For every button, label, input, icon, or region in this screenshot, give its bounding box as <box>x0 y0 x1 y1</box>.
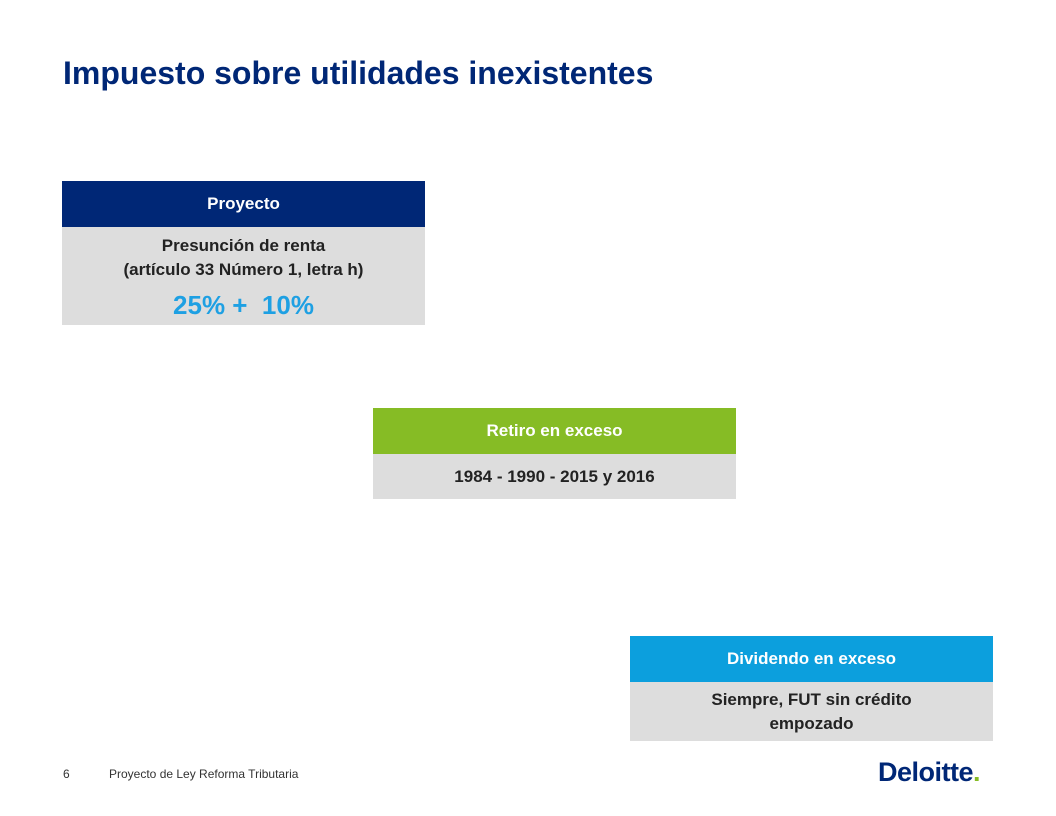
dividendo-line-1: Siempre, FUT sin crédito <box>711 689 912 709</box>
proyecto-rate: 25% + 10% <box>173 290 314 320</box>
dividendo-box: Dividendo en exceso Siempre, FUT sin cré… <box>630 636 993 741</box>
retiro-box: Retiro en exceso 1984 - 1990 - 2015 y 20… <box>373 408 736 499</box>
dividendo-line-2: empozado <box>769 713 854 733</box>
dividendo-body: Siempre, FUT sin crédito empozado <box>630 682 993 741</box>
deloitte-logo: Deloitte. <box>878 757 981 788</box>
proyecto-body: Presunción de renta (artículo 33 Número … <box>62 227 425 325</box>
page-number: 6 <box>63 767 70 781</box>
logo-dot: . <box>973 757 981 787</box>
proyecto-line-2: (artículo 33 Número 1, letra h) <box>123 260 364 279</box>
proyecto-line-1: Presunción de renta <box>161 236 326 255</box>
retiro-body: 1984 - 1990 - 2015 y 2016 <box>373 454 736 499</box>
proyecto-box: Proyecto Presunción de renta (artículo 3… <box>62 181 425 325</box>
logo-word: Deloitte <box>878 757 974 787</box>
dividendo-header: Dividendo en exceso <box>630 636 993 682</box>
proyecto-header: Proyecto <box>62 181 425 227</box>
footer-text: Proyecto de Ley Reforma Tributaria <box>109 767 299 781</box>
slide-title: Impuesto sobre utilidades inexistentes <box>63 55 654 91</box>
retiro-header: Retiro en exceso <box>373 408 736 454</box>
